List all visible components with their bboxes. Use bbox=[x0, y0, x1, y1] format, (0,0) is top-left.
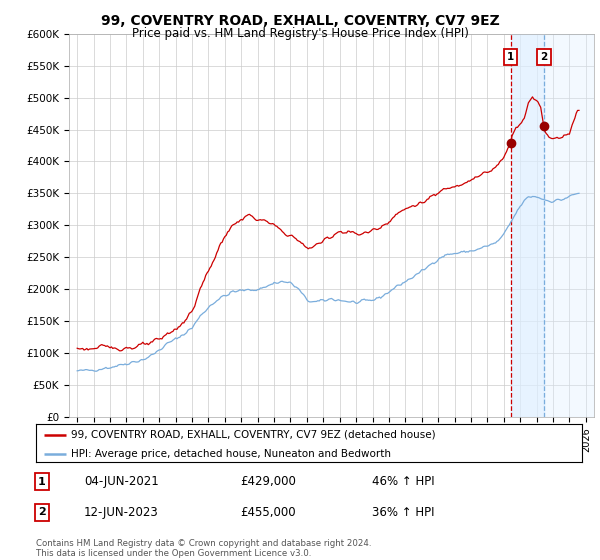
Text: 36% ↑ HPI: 36% ↑ HPI bbox=[372, 506, 434, 519]
Text: 99, COVENTRY ROAD, EXHALL, COVENTRY, CV7 9EZ: 99, COVENTRY ROAD, EXHALL, COVENTRY, CV7… bbox=[101, 14, 499, 28]
Text: 2: 2 bbox=[38, 507, 46, 517]
Text: Price paid vs. HM Land Registry's House Price Index (HPI): Price paid vs. HM Land Registry's House … bbox=[131, 27, 469, 40]
Bar bbox=[544, 34, 594, 417]
Text: 99, COVENTRY ROAD, EXHALL, COVENTRY, CV7 9EZ (detached house): 99, COVENTRY ROAD, EXHALL, COVENTRY, CV7… bbox=[71, 430, 436, 440]
Text: 46% ↑ HPI: 46% ↑ HPI bbox=[372, 475, 434, 488]
Text: 2: 2 bbox=[541, 52, 548, 62]
Text: 1: 1 bbox=[507, 52, 514, 62]
Text: 04-JUN-2021: 04-JUN-2021 bbox=[84, 475, 159, 488]
Text: 12-JUN-2023: 12-JUN-2023 bbox=[84, 506, 159, 519]
Text: £455,000: £455,000 bbox=[240, 506, 296, 519]
Bar bbox=[511, 34, 544, 417]
Text: £429,000: £429,000 bbox=[240, 475, 296, 488]
Text: 1: 1 bbox=[38, 477, 46, 487]
Text: Contains HM Land Registry data © Crown copyright and database right 2024.
This d: Contains HM Land Registry data © Crown c… bbox=[36, 539, 371, 558]
Text: HPI: Average price, detached house, Nuneaton and Bedworth: HPI: Average price, detached house, Nune… bbox=[71, 449, 391, 459]
